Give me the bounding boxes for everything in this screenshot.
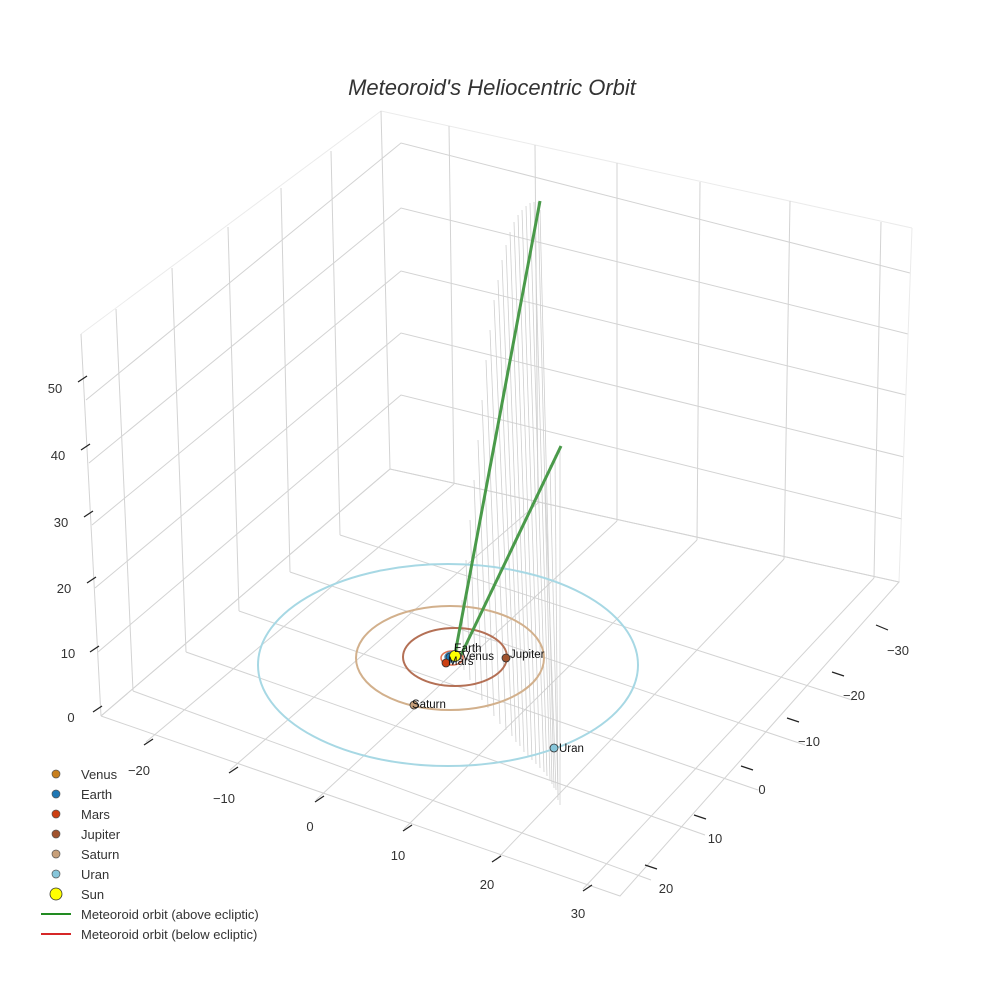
venus-legend-icon <box>51 769 61 779</box>
chart-title: Meteoroid's Heliocentric Orbit <box>348 75 637 100</box>
floor-grid <box>100 468 900 897</box>
earth-label: Earth <box>454 643 482 655</box>
svg-text:Saturn: Saturn <box>81 847 119 862</box>
svg-text:Earth: Earth <box>81 787 112 802</box>
saturn-legend-icon <box>51 849 61 859</box>
venus-label: Venus <box>462 651 494 663</box>
uran-label: Uran <box>559 743 584 755</box>
svg-text:30: 30 <box>54 515 68 530</box>
svg-text:40: 40 <box>51 448 65 463</box>
planet-labels: Earth Venus Mars Jupiter Saturn Uran <box>412 643 584 755</box>
jupiter-legend-icon <box>51 829 61 839</box>
svg-text:Meteoroid orbit (below eclipti: Meteoroid orbit (below ecliptic) <box>81 927 257 942</box>
svg-text:Sun: Sun <box>81 887 104 902</box>
legend-item-uran[interactable]: Uran <box>51 867 109 882</box>
mars-label: Mars <box>448 656 474 668</box>
legend-item-mars[interactable]: Mars <box>51 807 110 822</box>
z-axis-ticks <box>77 375 103 713</box>
svg-text:0: 0 <box>306 819 313 834</box>
saturn-marker <box>409 700 419 710</box>
svg-text:−10: −10 <box>798 734 820 749</box>
svg-text:20: 20 <box>480 877 494 892</box>
svg-text:20: 20 <box>57 581 71 596</box>
meteoroid-orbit-above[interactable] <box>453 200 563 656</box>
legend-item-jupiter[interactable]: Jupiter <box>51 827 121 842</box>
mars-marker <box>441 658 451 668</box>
svg-text:−20: −20 <box>128 763 150 778</box>
sun-legend-icon <box>49 887 63 901</box>
legend-item-sun[interactable]: Sun <box>49 887 104 902</box>
x-axis-labels: −20 −10 0 10 20 30 <box>128 763 585 921</box>
svg-text:20: 20 <box>659 881 673 896</box>
legend-item-venus[interactable]: Venus <box>51 767 118 782</box>
uran-orbit <box>257 563 639 767</box>
saturn-orbit <box>355 605 545 711</box>
svg-text:10: 10 <box>61 646 75 661</box>
earth-legend-icon <box>51 789 61 799</box>
back-wall-grid <box>80 110 913 717</box>
mars-legend-icon <box>51 809 61 819</box>
uran-legend-icon <box>51 869 61 879</box>
meteoroid-drop-lines <box>457 201 561 805</box>
legend-item-earth[interactable]: Earth <box>51 787 112 802</box>
svg-text:−30: −30 <box>887 643 909 658</box>
svg-text:50: 50 <box>48 381 62 396</box>
svg-text:Mars: Mars <box>81 807 110 822</box>
legend-item-orbit-above[interactable]: Meteoroid orbit (above ecliptic) <box>41 907 259 922</box>
uran-marker <box>549 743 559 753</box>
y-axis-labels: −30 −20 −10 0 10 20 <box>659 643 909 896</box>
sun-marker <box>449 650 461 662</box>
svg-text:0: 0 <box>758 782 765 797</box>
legend-item-saturn[interactable]: Saturn <box>51 847 119 862</box>
saturn-label: Saturn <box>412 699 446 711</box>
svg-text:30: 30 <box>571 906 585 921</box>
svg-text:10: 10 <box>708 831 722 846</box>
svg-text:Meteoroid orbit (above eclipti: Meteoroid orbit (above ecliptic) <box>81 907 259 922</box>
jupiter-marker <box>501 653 511 663</box>
legend-item-orbit-below[interactable]: Meteoroid orbit (below ecliptic) <box>41 927 257 942</box>
svg-text:Venus: Venus <box>81 767 118 782</box>
legend: Venus Earth Mars Jupiter Saturn Uran Sun <box>41 767 259 942</box>
y-axis-ticks <box>644 624 889 870</box>
svg-text:0: 0 <box>67 710 74 725</box>
svg-text:−10: −10 <box>213 791 235 806</box>
svg-text:−20: −20 <box>843 688 865 703</box>
planet-markers <box>409 650 559 753</box>
jupiter-label: Jupiter <box>510 649 545 661</box>
x-axis-ticks <box>143 738 593 892</box>
svg-text:10: 10 <box>391 848 405 863</box>
z-axis-labels: 50 40 30 20 10 0 <box>48 381 75 725</box>
svg-text:Uran: Uran <box>81 867 109 882</box>
svg-text:Jupiter: Jupiter <box>81 827 121 842</box>
